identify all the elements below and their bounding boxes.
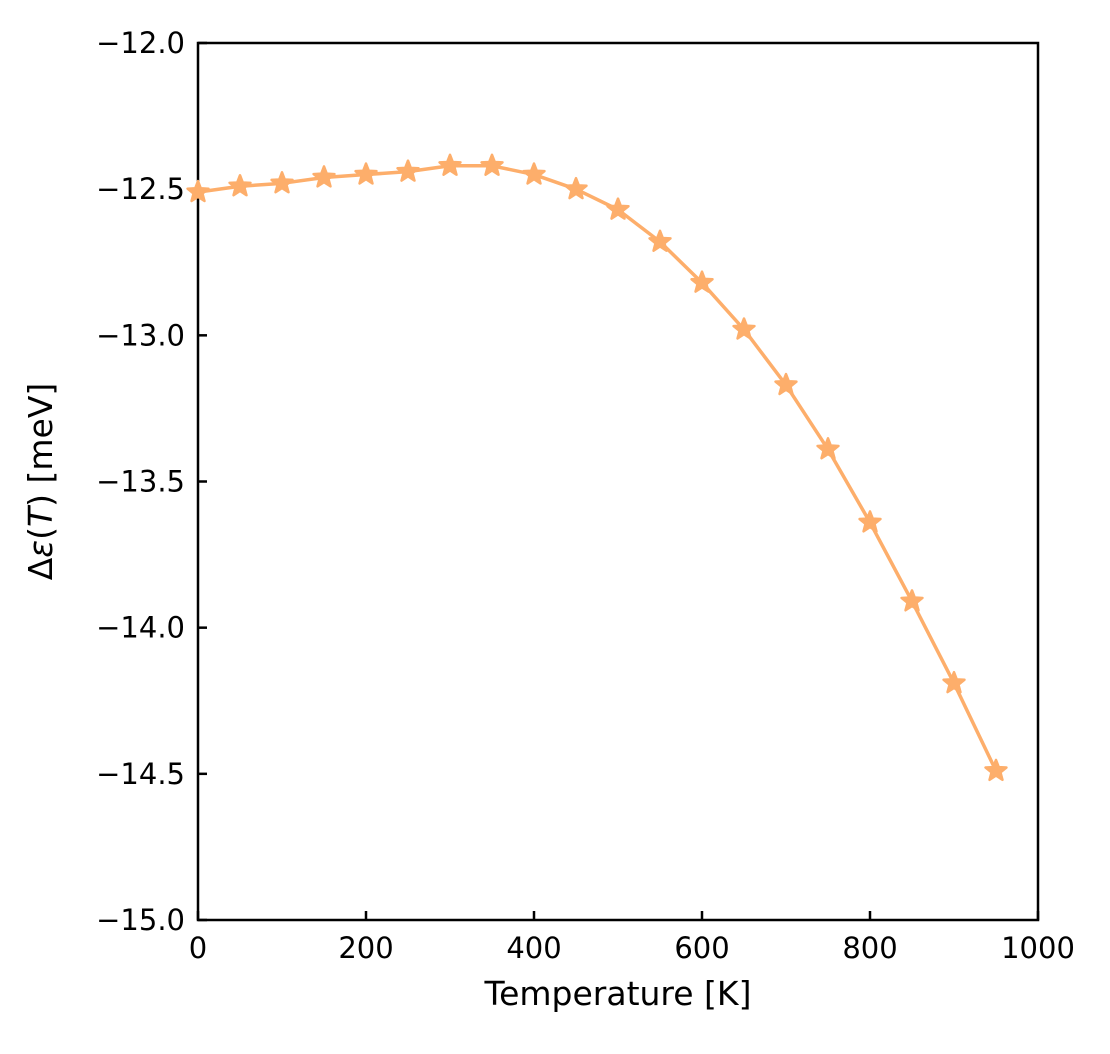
data-line (196, 164, 998, 773)
data-marker-star (942, 670, 966, 694)
y-tick-label: −14.5 (96, 757, 185, 791)
data-marker-star (858, 510, 882, 533)
y-tick-label: −15.0 (96, 903, 185, 937)
x-tick-label: 800 (842, 931, 897, 965)
data-marker-star (648, 229, 672, 252)
x-tick-label: 600 (674, 931, 729, 965)
x-tick-label: 0 (189, 931, 207, 965)
data-marker-star (690, 270, 714, 293)
y-tick-label: −12.0 (96, 26, 185, 60)
data-marker-star (396, 159, 420, 182)
y-axis-label: Δε(T) [meV] (21, 383, 60, 581)
x-tick-label: 1000 (1001, 931, 1075, 965)
data-marker-star (522, 162, 546, 185)
x-axis-label: Temperature [K] (484, 974, 752, 1013)
x-tick-label: 400 (506, 931, 561, 965)
data-marker-star (816, 437, 840, 460)
data-marker-star (270, 171, 294, 194)
data-marker-star (312, 165, 336, 188)
data-marker-star (732, 317, 756, 340)
data-marker-star (606, 197, 630, 220)
data-marker-star (564, 176, 588, 200)
y-tick-label: −14.0 (96, 611, 185, 645)
y-tick-label: −12.5 (96, 172, 185, 206)
data-marker-star (438, 153, 462, 176)
y-tick-label: −13.0 (96, 318, 185, 352)
y-tick-label: −13.5 (96, 465, 185, 499)
data-marker-star (900, 589, 924, 612)
data-marker-star (480, 153, 504, 176)
x-tick-label: 200 (338, 931, 393, 965)
data-marker-star (354, 162, 378, 185)
data-marker-star (228, 173, 252, 197)
data-marker-star (774, 372, 798, 396)
data-marker-star (186, 179, 210, 203)
data-marker-star (984, 758, 1008, 782)
